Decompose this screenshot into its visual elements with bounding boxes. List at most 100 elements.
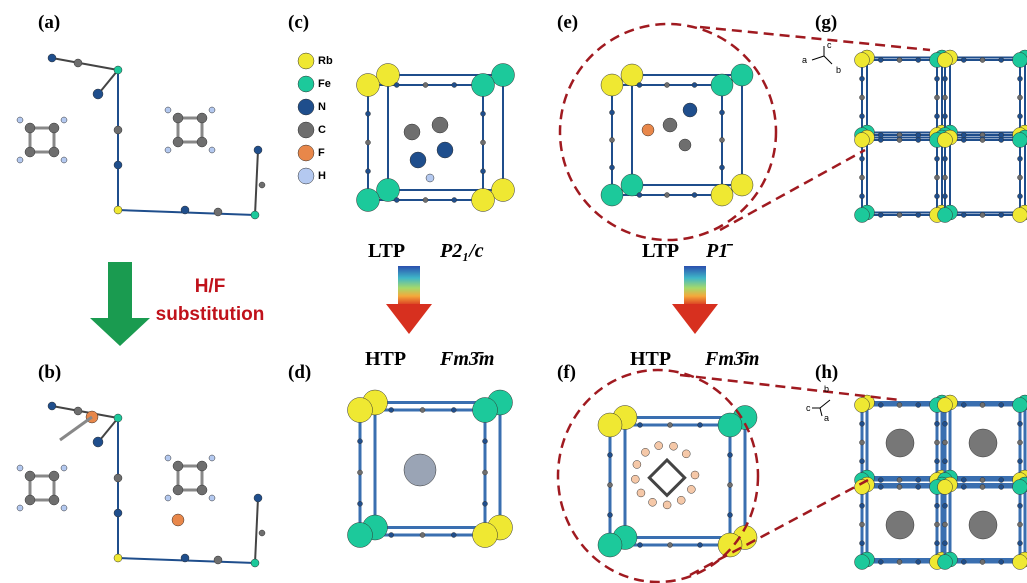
atom — [451, 82, 457, 88]
atom — [258, 529, 266, 537]
atom — [24, 470, 36, 482]
atom — [620, 173, 644, 197]
atom — [347, 522, 373, 548]
atom — [942, 156, 948, 162]
atom — [409, 151, 427, 169]
atom — [172, 460, 184, 472]
atom — [357, 501, 363, 507]
atom — [403, 453, 437, 487]
atom — [934, 421, 940, 427]
atom — [915, 484, 921, 490]
atom — [937, 554, 953, 570]
atom — [471, 188, 495, 212]
phase-label: HTP — [630, 348, 671, 370]
atom — [727, 452, 733, 458]
atom — [934, 113, 940, 119]
transition-arrow-head — [672, 304, 718, 334]
atom — [356, 188, 380, 212]
atom — [961, 477, 967, 483]
atom — [16, 504, 24, 512]
atom — [16, 156, 24, 164]
atom — [859, 174, 865, 181]
panel-label: (c) — [288, 12, 309, 33]
atom — [968, 428, 998, 458]
atom — [687, 485, 696, 494]
atom — [719, 137, 725, 143]
atom — [979, 559, 986, 565]
atom — [896, 402, 903, 408]
atom — [471, 73, 495, 97]
legend-label: N — [318, 101, 326, 113]
atom — [934, 174, 940, 181]
atom — [896, 477, 903, 483]
legend-label: Rb — [318, 55, 333, 67]
atom — [998, 477, 1004, 483]
atom — [641, 448, 650, 457]
atom — [859, 421, 865, 427]
atom — [250, 558, 260, 568]
axis-label: a — [802, 55, 807, 65]
axis-glyph — [811, 46, 833, 65]
atom — [854, 52, 870, 68]
atom — [859, 94, 865, 101]
atom — [1017, 540, 1023, 546]
atom — [597, 412, 623, 438]
atom — [1017, 156, 1023, 162]
atom — [961, 212, 967, 218]
phase-label: LTP — [642, 240, 679, 262]
atom — [1017, 458, 1023, 464]
atom — [878, 559, 884, 565]
atom — [297, 52, 315, 70]
atom — [609, 137, 615, 143]
atom — [113, 553, 123, 563]
legend-label: C — [318, 124, 326, 136]
axis-label: b — [836, 65, 841, 75]
atom — [691, 82, 698, 88]
atom — [885, 428, 915, 458]
atom — [717, 412, 743, 438]
transition-arrow — [398, 266, 420, 306]
atom — [934, 521, 940, 528]
atom — [48, 146, 60, 158]
atom — [998, 137, 1004, 143]
atom — [942, 94, 948, 101]
bond — [59, 415, 93, 442]
space-group: P2₁/c — [439, 240, 484, 262]
atom — [636, 192, 643, 198]
atom — [859, 521, 865, 528]
atom — [915, 212, 921, 218]
atom — [113, 413, 123, 423]
atom — [664, 82, 670, 88]
atom — [253, 145, 263, 155]
atom — [609, 109, 615, 116]
atom — [1017, 76, 1023, 82]
atom — [631, 474, 640, 484]
atom — [436, 141, 454, 159]
atom — [654, 441, 663, 450]
atom — [376, 63, 400, 87]
atom — [979, 212, 986, 218]
atom — [682, 102, 698, 118]
atom — [597, 532, 623, 558]
atom — [854, 479, 870, 495]
atom — [431, 116, 449, 134]
atom — [961, 137, 967, 143]
atom — [942, 193, 948, 199]
atom — [637, 542, 643, 548]
atom — [1017, 503, 1023, 509]
bond — [99, 69, 119, 93]
atom — [697, 542, 703, 548]
atom — [682, 449, 691, 459]
atom — [491, 63, 515, 87]
atom — [998, 559, 1004, 565]
atom — [357, 469, 363, 476]
atom — [297, 121, 315, 139]
atom — [998, 402, 1004, 408]
atom — [213, 207, 223, 217]
atom — [480, 111, 486, 117]
atom — [669, 441, 678, 451]
atom — [878, 137, 884, 143]
atom — [719, 109, 725, 116]
substitution-text: substitution — [156, 304, 265, 325]
